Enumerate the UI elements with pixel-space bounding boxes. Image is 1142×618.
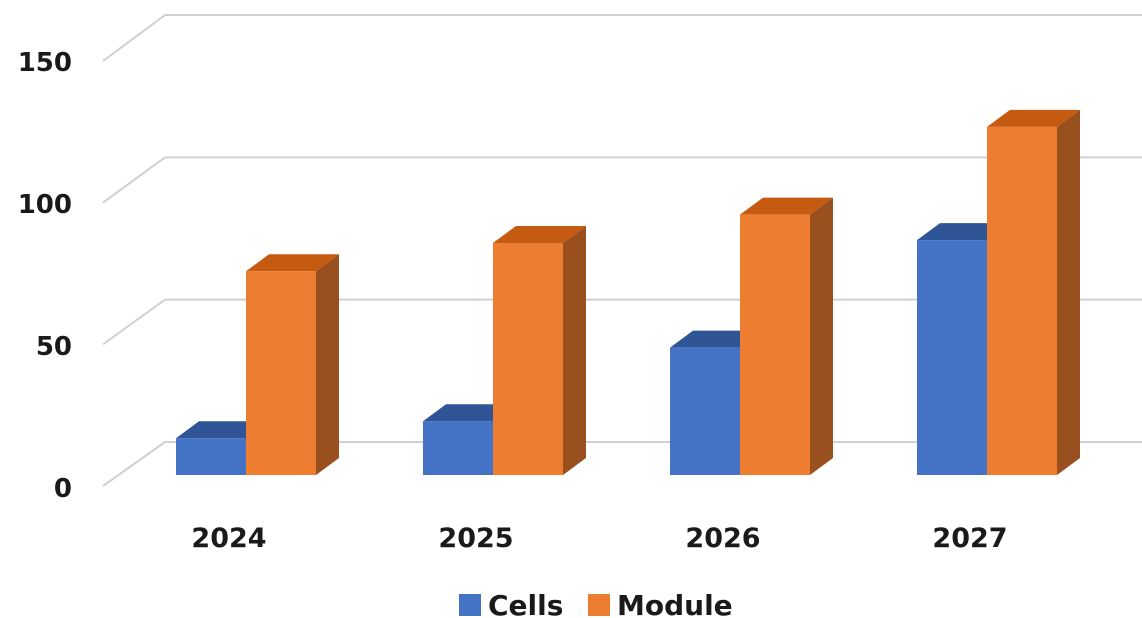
bar-top [917,223,1010,241]
legend-swatch-cells [459,594,481,616]
bar-top [423,404,516,422]
y-tick-label: 50 [36,332,72,362]
gridline-depth [102,441,166,487]
bar-side [1057,109,1080,475]
bar-front [493,242,563,475]
bar-top [740,197,833,215]
bars [176,109,1080,475]
legend: Cells Module [459,589,733,618]
y-tick-label: 100 [18,190,72,220]
legend-label-module: Module [617,589,733,618]
bar-top [987,109,1080,127]
bar-module-2024 [246,254,339,475]
bar-top [246,254,339,272]
bar-module-2027 [987,109,1080,475]
x-tick-label: 2026 [685,523,760,554]
x-axis-ticks: 2024 2025 2026 2027 [191,523,1007,554]
bar-side [810,197,833,475]
bar-top [493,225,586,243]
bar-module-2026 [740,197,833,475]
bar-front [246,271,316,475]
bar-side [316,254,339,475]
bar-front [176,438,246,475]
gridline-depth [102,156,166,204]
y-tick-label: 150 [18,48,72,78]
x-tick-label: 2024 [191,523,266,554]
bar-front [670,347,740,475]
x-tick-label: 2025 [438,523,513,554]
bar-front [423,421,493,475]
legend-label-cells: Cells [488,589,563,618]
x-tick-label: 2027 [932,523,1007,554]
gridline-depth [102,14,166,62]
bar-top [176,421,269,439]
bar-front [917,240,987,475]
bar-module-2025 [493,225,586,475]
y-tick-label: 0 [54,474,72,504]
legend-swatch-module [588,594,610,616]
bar-front [740,214,810,475]
bar-top [670,330,763,348]
y-axis-ticks: 0 50 100 150 [18,48,72,504]
gridline-depth [102,298,166,346]
bar-side [563,225,586,475]
bar-front [987,126,1057,475]
